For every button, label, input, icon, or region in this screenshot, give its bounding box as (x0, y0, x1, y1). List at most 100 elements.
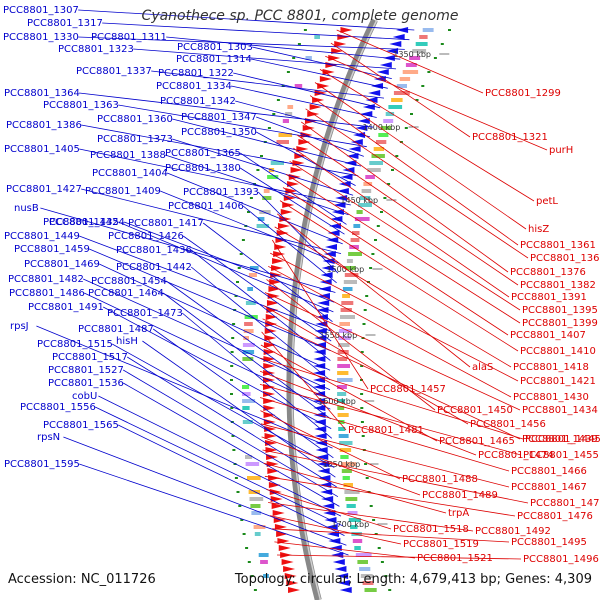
feature-block (354, 217, 370, 221)
gc-tick (232, 449, 236, 451)
forward-cds-arrow (286, 580, 299, 586)
reverse-cds-arrow (316, 454, 329, 460)
gene-label-right: PCC8801_1399 (522, 318, 598, 329)
reverse-cds-arrow (317, 468, 330, 474)
gene-label-left: PCC8801_1409 (85, 186, 161, 197)
gene-connector-right (293, 147, 510, 298)
gene-label-left: PCC8801_1322 (158, 68, 234, 79)
feature-block (409, 56, 421, 60)
gene-connector-left (231, 85, 377, 118)
gene-connector-left (190, 249, 331, 361)
feature-block (267, 175, 279, 179)
gene-label-right: PCC8801_1489 (422, 490, 498, 501)
gc-tick (369, 267, 373, 269)
gene-label-right: PCC8801_1492 (475, 526, 551, 537)
gc-tick (404, 127, 408, 129)
gc-tick (253, 589, 257, 591)
gene-connector-left (235, 100, 371, 138)
gene-label-right: PCC8801_1407 (510, 330, 586, 341)
gene-label-left: PCC8801_1459 (14, 244, 90, 255)
gene-label-left: rpsN (37, 432, 60, 443)
feature-block (254, 532, 261, 536)
gc-tick (360, 421, 364, 423)
feature-block (337, 420, 345, 424)
gene-label-left: PCC8801_1517 (52, 352, 128, 363)
feature-block (343, 280, 357, 284)
gene-label-left: PCC8801_1487 (78, 324, 154, 335)
gc-tick (267, 127, 271, 129)
feature-block (375, 140, 387, 144)
gene-label-left: PCC8801_1473 (107, 308, 183, 319)
forward-cds-arrow (265, 321, 278, 327)
gc-tick (234, 477, 238, 479)
feature-block (287, 105, 294, 109)
feature-block (282, 119, 289, 123)
gene-connector-right (319, 69, 535, 202)
gene-label-left: hisH (116, 336, 138, 347)
gene-label-left: PCC8801_1464 (88, 288, 164, 299)
gene-connector-left (99, 263, 331, 371)
reverse-cds-arrow (334, 566, 347, 572)
reverse-cds-arrow (322, 258, 335, 264)
gc-tick (360, 393, 364, 395)
feature-block (385, 112, 395, 116)
feature-block (342, 476, 350, 480)
forward-cds-arrow (276, 531, 289, 537)
feature-block (263, 189, 270, 193)
feature-block (257, 217, 265, 221)
gene-connector-right (262, 449, 529, 504)
gene-connector-left (112, 343, 335, 468)
forward-cds-arrow (283, 195, 296, 201)
gc-tick (297, 43, 301, 45)
reverse-cds-arrow (350, 139, 363, 145)
accession-text: Accession: NC_011726 (8, 572, 156, 587)
reverse-cds-arrow (348, 146, 361, 152)
gene-connector-left (79, 463, 349, 556)
gene-label-right: PCC8801_1476 (517, 511, 593, 522)
page-title: Cyanothece sp. PCC 8801, complete genome (141, 8, 459, 24)
reverse-cds-arrow (313, 363, 326, 369)
ruler-label: 1700 kbp (332, 520, 370, 529)
feature-block (412, 49, 427, 53)
gc-tick (231, 435, 235, 437)
feature-block (361, 189, 372, 193)
feature-block (422, 28, 434, 32)
feature-block (243, 336, 249, 340)
reverse-cds-arrow (314, 328, 327, 334)
gene-connector-left (160, 190, 340, 264)
feature-block (260, 560, 268, 564)
gene-connector-right (260, 357, 524, 440)
gene-label-right: PCC8801_1455 (523, 450, 599, 461)
forward-cds-arrow (337, 34, 350, 40)
gc-tick (384, 575, 388, 577)
gene-connector-left (118, 424, 345, 536)
gene-label-right: PCC8801_1467 (511, 482, 587, 493)
gene-connector-left (118, 221, 334, 313)
gene-label-left: PCC8801_1337 (76, 66, 152, 77)
feature-block (345, 266, 356, 270)
backbone-ring (286, 18, 378, 600)
forward-cds-arrow (271, 503, 284, 509)
reverse-cds-arrow (339, 587, 352, 593)
gene-label-left: PCC8801_1449 (4, 231, 80, 242)
feature-block (338, 329, 352, 333)
forward-cds-arrow (276, 230, 289, 236)
gc-tick (374, 533, 378, 535)
feature-block (294, 84, 303, 88)
reverse-cds-arrow (329, 545, 342, 551)
gene-label-left: PCC8801_1342 (160, 96, 236, 107)
forward-cds-arrow (263, 391, 276, 397)
gene-label-right: PCC8801_1321 (472, 132, 548, 143)
feature-block (388, 105, 403, 109)
reverse-cds-arrow (353, 132, 366, 138)
forward-cds-arrow (266, 454, 279, 460)
gene-connector-right (305, 108, 529, 259)
reverse-cds-arrow (330, 216, 343, 222)
reverse-cds-arrow (328, 223, 341, 229)
feature-block (363, 182, 373, 186)
reverse-cds-arrow (357, 118, 370, 124)
gene-label-left: PCC8801_1442 (116, 262, 192, 273)
gene-connector-left (256, 116, 364, 157)
gene-connector-left (182, 235, 332, 342)
